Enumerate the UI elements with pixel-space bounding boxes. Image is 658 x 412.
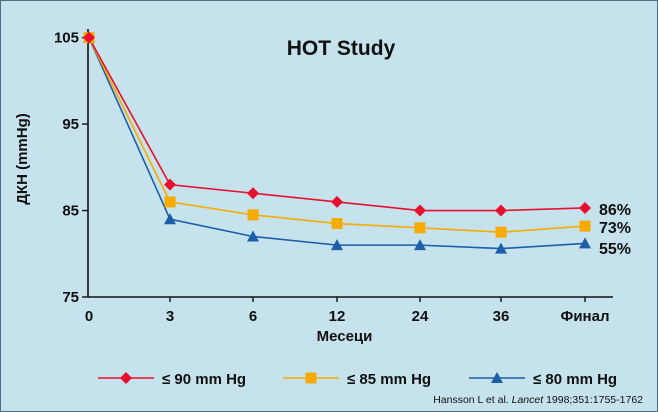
plot-area [88,29,613,297]
data-point [247,209,259,221]
x-tick-label: 0 [85,308,93,325]
citation: Hansson L et al. Lancet 1998;351:1755-17… [433,394,643,406]
data-point [331,218,343,230]
legend-marker [491,372,503,383]
citation-journal: Lancet [511,394,544,406]
data-point [83,31,95,44]
y-tick-label: 75 [62,289,79,306]
y-tick-label: 85 [62,203,79,220]
data-point [579,237,591,249]
data-point [495,242,507,254]
chart-title: HOT Study [287,37,396,60]
data-point [164,178,176,191]
data-point [164,196,176,208]
x-tick-label: 6 [249,308,257,325]
data-point [331,239,343,251]
data-point [414,204,426,217]
legend-label: ≤ 85 mm Hg [347,371,431,388]
legend-label: ≤ 80 mm Hg [533,371,617,388]
data-point [414,222,426,234]
legend-label: ≤ 90 mm Hg [162,371,246,388]
data-point [495,226,507,238]
x-tick-label: 12 [329,308,346,325]
data-point [579,220,591,232]
data-point [247,187,259,200]
data-point [495,204,507,217]
citation-ref: 1998;351:1755-1762 [543,394,643,406]
y-tick-label: 95 [62,116,79,133]
x-tick-label: 3 [166,308,174,325]
x-tick-label: 36 [493,308,510,325]
data-point [247,230,259,242]
x-tick-label: Финал [561,308,610,325]
x-axis-title: Месеци [317,328,373,345]
data-point [331,195,343,208]
data-point [164,213,176,225]
end-label: 86% [599,202,631,219]
data-point [414,239,426,251]
y-axis-title: ДКН (mmHg) [14,113,31,205]
end-label: 55% [599,241,631,258]
legend-marker [120,372,132,384]
legend-marker [305,372,317,384]
y-tick-label: 105 [54,30,79,47]
end-label: 73% [599,220,631,237]
citation-authors: Hansson L et al. [433,394,512,406]
x-tick-label: 24 [412,308,429,325]
data-point [579,201,591,214]
